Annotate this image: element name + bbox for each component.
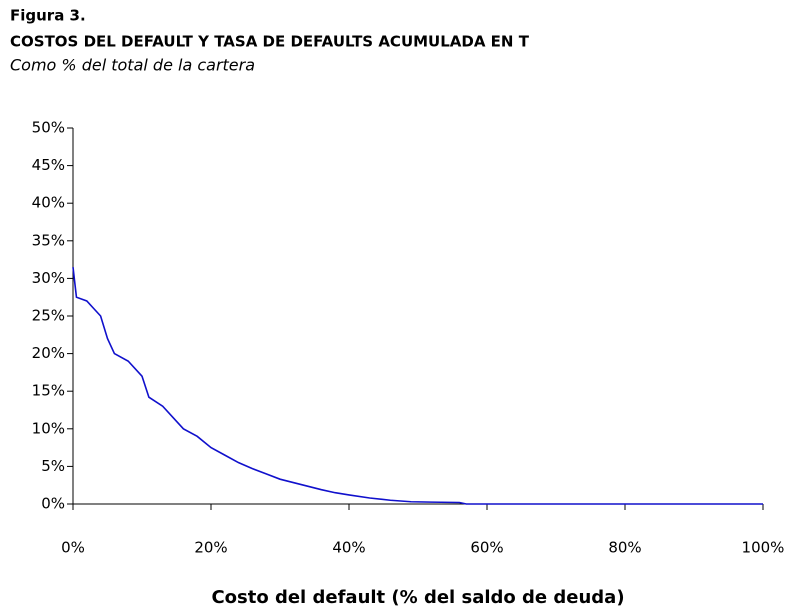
figure-label: Figura 3.	[10, 7, 86, 25]
y-tick-label: 30%	[32, 269, 65, 287]
chart-subtitle: Como % del total de la cartera	[10, 56, 255, 75]
x-tick-label: 40%	[332, 539, 365, 557]
y-tick-label: 40%	[32, 194, 65, 212]
y-tick-label: 25%	[32, 307, 65, 325]
y-tick-label: 0%	[41, 495, 65, 513]
x-axis-label: Costo del default (% del saldo de deuda)	[211, 587, 624, 608]
y-tick-label: 10%	[32, 419, 65, 437]
y-tick-label: 15%	[32, 382, 65, 400]
data-line	[72, 267, 763, 505]
x-tick-label: 0%	[61, 539, 85, 557]
x-tick-label: 60%	[470, 539, 503, 557]
y-tick-label: 45%	[32, 156, 65, 174]
x-tick-label: 20%	[194, 539, 227, 557]
chart-title: COSTOS DEL DEFAULT Y TASA DE DEFAULTS AC…	[10, 33, 530, 51]
x-tick-label: 100%	[742, 539, 785, 557]
x-tick-label: 80%	[608, 539, 641, 557]
y-tick-label: 5%	[41, 457, 65, 475]
y-tick-label: 50%	[32, 119, 65, 137]
y-tick-label: 20%	[32, 344, 65, 362]
y-tick-label: 35%	[32, 231, 65, 249]
